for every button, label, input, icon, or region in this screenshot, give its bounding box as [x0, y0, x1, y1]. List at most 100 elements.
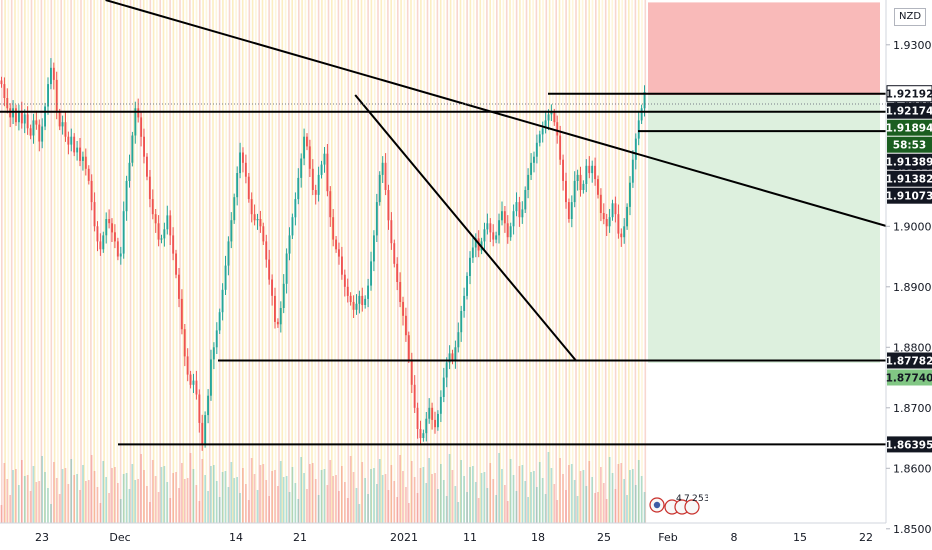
volume-bar [50, 504, 52, 523]
volume-bar [381, 475, 384, 523]
session-band [367, 0, 369, 523]
volume-bar [594, 493, 596, 523]
session-band [228, 0, 231, 523]
volume-bar [448, 454, 451, 523]
candle-body [119, 253, 122, 257]
session-band [430, 0, 432, 523]
currency-label[interactable]: NZD [894, 8, 926, 26]
volume-bar [265, 480, 268, 523]
session-band [459, 0, 462, 523]
session-band [453, 0, 455, 523]
candle-body [358, 295, 361, 304]
volume-bar [300, 457, 302, 523]
candle-body [597, 179, 599, 195]
trendlines[interactable] [105, 0, 932, 362]
candle-body [626, 206, 628, 227]
horizontal-levels[interactable] [0, 92, 886, 446]
reward-zone[interactable] [648, 95, 880, 363]
time-tick-label: 15 [793, 531, 807, 544]
price-tick-label: 1.85000 [893, 523, 932, 536]
session-band [284, 0, 287, 523]
session-band [456, 0, 458, 523]
volume-bar [32, 466, 35, 523]
session-band [63, 0, 66, 523]
candle-body [463, 295, 466, 311]
price-axis-labels: 1.92192 1.92174 1.91894 58:53 1.91389 1.91382… [886, 85, 932, 453]
volume-bar [87, 480, 90, 523]
price-tick-label: 1.87000 [893, 402, 932, 415]
candle-body [466, 275, 468, 296]
volume-bar [617, 464, 620, 523]
candle-body [544, 120, 547, 129]
session-band [608, 0, 610, 523]
candle-body [407, 335, 410, 360]
price-label-box [887, 119, 932, 136]
time-tick-label: Dec [109, 531, 130, 544]
risk-zone[interactable] [648, 2, 880, 95]
volume-bar [632, 469, 634, 523]
session-band [222, 0, 224, 523]
candle-body [576, 174, 579, 181]
candle-body [262, 226, 265, 242]
candle-body [631, 159, 634, 183]
candle-body [116, 241, 119, 257]
candle-body [242, 152, 244, 163]
price-label-box [887, 102, 932, 119]
candle-body [361, 295, 364, 305]
volume-bar [146, 486, 148, 523]
candle-body [381, 162, 384, 175]
session-band [152, 0, 155, 523]
session-band [274, 0, 277, 523]
session-band [598, 0, 600, 523]
session-band [406, 0, 409, 523]
volume-bar [169, 498, 172, 523]
volume-bar [454, 486, 457, 523]
candle-body [96, 226, 99, 242]
candle-body [454, 347, 457, 361]
volume-bar [390, 465, 393, 523]
candle-body [634, 138, 637, 160]
candle-body [442, 377, 445, 397]
candle-body [323, 153, 326, 165]
candle-body [192, 380, 195, 385]
candle-body [582, 183, 585, 190]
trendline[interactable] [105, 0, 932, 253]
session-band [595, 0, 597, 523]
volume-bar [61, 469, 64, 523]
session-band [14, 0, 16, 523]
time-axis[interactable] [0, 523, 886, 550]
candle-body [180, 298, 183, 330]
volume-bar [472, 466, 474, 523]
volume-bar [259, 465, 262, 523]
session-band [93, 0, 95, 523]
trendline[interactable] [354, 94, 577, 362]
session-band [4, 0, 6, 523]
candle-body [617, 214, 620, 234]
volume-bar [524, 481, 527, 523]
candle-body [599, 194, 602, 213]
session-band [377, 0, 379, 523]
session-band [251, 0, 254, 523]
session-band [439, 0, 442, 523]
volume-bar [614, 489, 617, 523]
volume-bar [242, 468, 244, 523]
session-band [416, 0, 419, 523]
flag-icon[interactable] [684, 499, 700, 515]
session-band [53, 0, 56, 523]
volume-bar [250, 458, 253, 523]
session-band [542, 0, 544, 523]
volume-bar [378, 459, 381, 523]
candle-body [105, 219, 108, 236]
volume-bar [163, 466, 166, 523]
candle-body [419, 429, 422, 439]
candle-body [602, 213, 605, 220]
economic-events-icons[interactable]: 4 7 2 5 3 [648, 492, 708, 516]
session-band [70, 0, 72, 523]
session-band [24, 0, 26, 523]
long-position-tool[interactable] [648, 2, 880, 363]
session-band [463, 0, 465, 523]
volume-bar [102, 461, 105, 523]
volume-bar [320, 470, 323, 523]
volume-bar [195, 485, 198, 523]
